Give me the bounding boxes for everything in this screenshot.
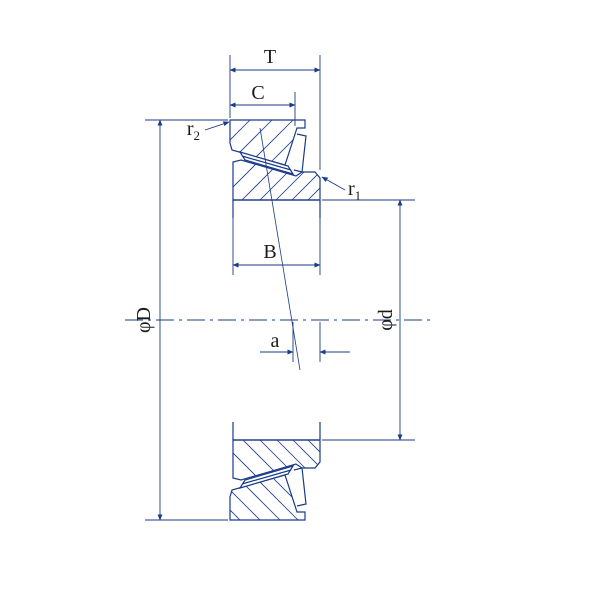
- cage-lower: [294, 468, 306, 506]
- label-C: C: [251, 82, 264, 104]
- label-r2: r2: [187, 118, 200, 143]
- label-phid: φd: [375, 309, 397, 331]
- outer-ring-lower: [230, 475, 305, 520]
- bearing-cross-section-diagram: T C B a φD φd r2 r1: [0, 0, 600, 600]
- label-B: B: [263, 241, 276, 263]
- outer-ring-upper: [230, 120, 305, 165]
- label-phiD: φD: [133, 307, 155, 333]
- inner-ring-lower-hatch: [222, 422, 334, 492]
- bore-edges: [233, 200, 320, 440]
- dim-B: [233, 202, 320, 275]
- cage-upper: [294, 134, 306, 172]
- label-r1: r1: [348, 178, 361, 203]
- label-r2-sub: 2: [194, 128, 201, 143]
- label-a: a: [271, 330, 280, 352]
- leader-r2: [205, 122, 229, 130]
- leader-r1: [322, 177, 345, 190]
- label-T: T: [264, 46, 276, 68]
- label-r1-sub: 1: [355, 188, 362, 203]
